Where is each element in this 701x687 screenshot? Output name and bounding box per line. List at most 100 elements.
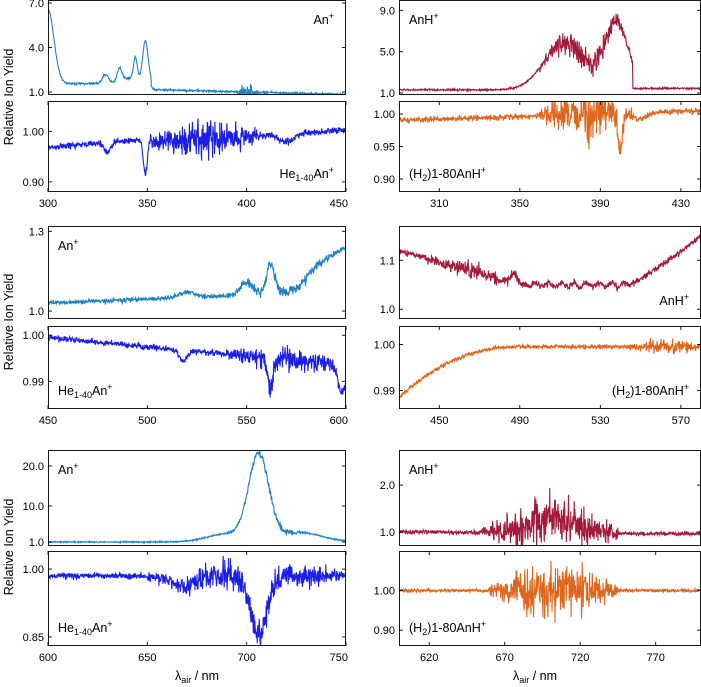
series-label-r2-left-bottom: He1-40​An+ [58,382,113,400]
y-tick-label-r3-left-bottom-1: 1.00 [23,564,44,576]
series-label-r1-right-bottom: (H2​)1-80AnH+ [409,165,486,183]
series-line-r3-right-top [399,487,701,546]
x-tick-label-r2-right-bottom-1: 490 [511,415,529,427]
panel-frame-r2-left-bottom [48,326,346,409]
panel-r2-right-bottom: 0.99 1.00 450 490 530 570 (H2​)1-80AnH+ [374,326,701,427]
y-tick-label-r3-right-bottom-0: 0.90 [374,625,395,637]
y-tick-label-r2-right-bottom-1: 1.00 [374,339,395,351]
y-tick-label-r2-left-bottom-1: 1.00 [23,330,44,342]
x-tick-label-r1-left-bottom-0: 300 [39,198,57,210]
series-label-r3-left-bottom: He1-40​An+ [58,619,113,637]
series-label-r1-right-top: AnH+​ [409,11,439,27]
series-line-r1-right-top [399,13,701,93]
series-line-r3-left-bottom [48,555,346,646]
panel-r1-left-bottom: 0.90 1.00 300 350 400 450 He1-40​An+ [23,101,348,210]
panel-frame-r2-left-top [48,226,346,319]
series-line-r2-left-top [48,246,346,306]
y-tick-label-r1-left-bottom-0: 0.90 [23,177,44,189]
y-tick-label-r3-left-top-1: 10.0 [23,501,44,513]
x-tick-label-r3-left-bottom-0: 600 [39,652,57,664]
y-tick-label-r2-left-bottom-0: 0.99 [23,376,44,388]
x-tick-label-r1-right-bottom-3: 430 [672,198,690,210]
series-line-r2-left-bottom [48,334,346,398]
y-tick-label-r1-right-bottom-0: 0.90 [374,174,395,186]
x-tick-label-r3-left-bottom-2: 700 [237,652,255,664]
y-tick-label-r3-right-bottom-1: 1.00 [374,586,395,598]
series-label-r2-left-top: An+​ [58,237,79,253]
panel-r2-right-top: 1.0 1.1 AnH+​ [380,226,701,319]
x-tick-label-r3-left-bottom-1: 650 [138,652,156,664]
y-tick-label-r1-right-top-2: 9.0 [380,5,395,17]
y-tick-label-r1-right-top-0: 1.0 [380,88,395,100]
series-line-r1-left-top [48,9,346,95]
panel-r2-left-top: 1.0 1.3 An+​ [29,226,346,319]
y-tick-label-r3-right-top-0: 1.0 [380,527,395,539]
series-line-r3-left-top [48,450,346,545]
y-tick-label-r3-left-bottom-0: 0.85 [23,632,44,644]
x-tick-label-r3-right-bottom-1: 670 [496,652,514,664]
x-tick-label-r2-left-bottom-1: 500 [138,415,156,427]
x-axis-title-right: λair / nm [513,669,557,685]
series-label-r2-right-top: AnH+​ [659,292,689,308]
series-label-r3-left-top: An+​ [58,461,79,477]
panel-frame-r2-right-top [399,226,701,319]
panel-frame-r1-left-top [48,0,346,95]
x-tick-label-r3-right-bottom-3: 770 [647,652,665,664]
panel-r1-right-top: 1.0 5.0 9.0 AnH+​ [380,0,701,100]
panel-r2-left-bottom: 0.99 1.00 450 500 550 600 He1-40​An+ [23,326,348,427]
x-tick-label-r1-left-bottom-3: 450 [330,198,348,210]
x-tick-label-r2-right-bottom-2: 530 [591,415,609,427]
y-tick-label-r1-left-top-0: 1.0 [29,87,44,99]
series-label-r3-right-top: AnH+​ [409,461,439,477]
x-tick-label-r2-left-bottom-3: 600 [330,415,348,427]
x-tick-label-r3-left-bottom-3: 750 [330,652,348,664]
series-label-r2-right-bottom: (H2​)1-80AnH+ [612,382,689,400]
y-tick-label-r1-left-top-1: 4.0 [29,43,44,55]
panel-frame-r3-left-bottom [48,551,346,646]
series-label-r1-left-bottom: He1-40​An+ [279,165,334,183]
panel-r3-left-top: 1.0 10.0 20.0 An+​ [23,450,346,549]
y-tick-label-r1-left-bottom-1: 1.00 [23,126,44,138]
x-tick-label-r2-right-bottom-3: 570 [672,415,690,427]
y-tick-label-r1-right-bottom-1: 0.95 [374,142,395,154]
panel-r3-left-bottom: 0.85 1.00 600 650 700 750 He1-40​An+ [23,551,348,664]
y-tick-label-r3-left-top-0: 1.0 [29,537,44,549]
series-label-r3-right-bottom: (H2​)1-80AnH+ [409,619,486,637]
y-tick-label-r1-right-top-1: 5.0 [380,47,395,59]
y-tick-label-r3-right-top-1: 2.0 [380,480,395,492]
panel-frame-r1-right-top [399,0,701,95]
y-tick-label-r3-left-top-2: 20.0 [23,461,44,473]
panel-r1-left-top: 1.0 4.0 7.0 An+​ [29,0,346,99]
panel-frame-r3-left-top [48,450,346,546]
y-tick-label-r2-right-top-0: 1.0 [380,304,395,316]
x-tick-label-r2-left-bottom-2: 550 [237,415,255,427]
x-tick-label-r3-right-bottom-2: 720 [571,652,589,664]
y-axis-title-row-3: Relative Ion Yield [2,499,16,596]
x-tick-label-r1-left-bottom-2: 400 [237,198,255,210]
x-tick-label-r2-right-bottom-0: 450 [430,415,448,427]
y-tick-label-r2-right-bottom-0: 0.99 [374,386,395,398]
x-tick-label-r2-left-bottom-0: 450 [39,415,57,427]
x-tick-label-r1-right-bottom-1: 350 [511,198,529,210]
panel-frame-r1-left-bottom [48,101,346,192]
series-line-r2-right-top [399,234,701,293]
x-tick-label-r1-right-bottom-2: 390 [591,198,609,210]
x-tick-label-r1-left-bottom-1: 350 [138,198,156,210]
y-tick-label-r1-left-top-2: 7.0 [29,0,44,10]
y-tick-label-r2-left-top-1: 1.3 [29,226,44,238]
panel-r1-right-bottom: 0.90 0.95 1.00 310 350 390 430 (H2​)1-80AnH+ [374,101,701,210]
series-line-r3-right-bottom [399,560,701,624]
series-line-r2-right-bottom [399,337,701,400]
series-label-r1-left-top: An+​ [313,11,334,27]
y-axis-title-row-1: Relative Ion Yield [2,49,16,146]
y-axis-title-row-2: Relative Ion Yield [2,274,16,371]
panel-group: 1.0 4.0 7.0 An+​ 0.90 1.00 300 350 400 450 He1-40​… [23,0,701,664]
series-line-r1-left-bottom [48,118,346,176]
y-tick-label-r2-right-top-1: 1.1 [380,255,395,267]
x-tick-label-r1-right-bottom-0: 310 [430,198,448,210]
x-tick-label-r3-right-bottom-0: 620 [420,652,438,664]
y-tick-label-r2-left-top-0: 1.0 [29,306,44,318]
x-axis-title-left: λair / nm [175,669,219,685]
panel-r3-right-bottom: 0.90 1.00 620 670 720 770 (H2​)1-80AnH+ [374,551,701,664]
